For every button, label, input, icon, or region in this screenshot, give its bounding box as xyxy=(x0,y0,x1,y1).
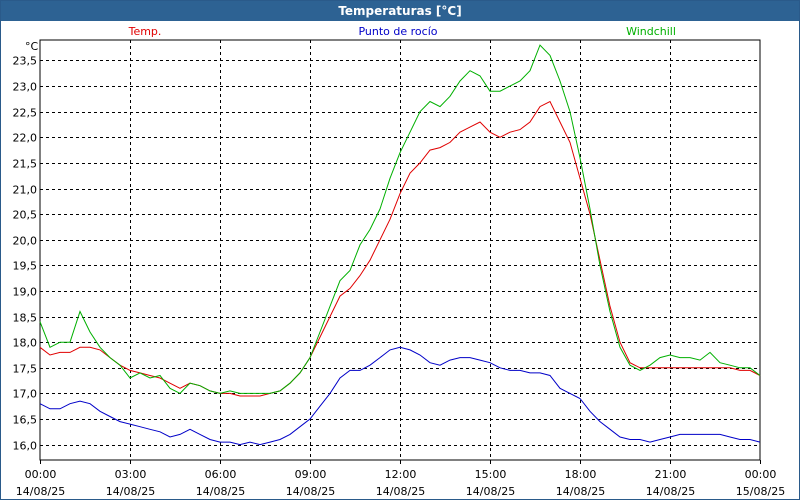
legend-entry-1: Temp. xyxy=(128,25,162,38)
x-tick-time: 06:00 xyxy=(205,468,237,481)
x-tick-time: 21:00 xyxy=(655,468,687,481)
x-tick-time: 12:00 xyxy=(385,468,417,481)
y-axis-label: °C xyxy=(25,40,39,53)
y-tick-label: 22,5 xyxy=(13,107,38,120)
x-tick-time: 03:00 xyxy=(115,468,147,481)
y-tick-label: 20,5 xyxy=(13,209,38,222)
series-line-3 xyxy=(39,44,761,395)
y-tick-label: 19,0 xyxy=(13,286,38,299)
x-tick-date: 14/08/25 xyxy=(16,485,65,498)
y-tick-label: 18,0 xyxy=(13,337,38,350)
x-tick-date: 14/08/25 xyxy=(106,485,155,498)
y-tick-label: 23,0 xyxy=(13,81,38,94)
x-tick-date: 14/08/25 xyxy=(646,485,695,498)
y-tick-label: 21,5 xyxy=(13,158,38,171)
y-tick-label: 17,0 xyxy=(13,388,38,401)
x-tick-date: 14/08/25 xyxy=(466,485,515,498)
y-tick-label: 16,0 xyxy=(13,440,38,453)
x-tick-date: 14/08/25 xyxy=(196,485,245,498)
x-tick-date: 14/08/25 xyxy=(286,485,335,498)
y-tick-label: 19,5 xyxy=(13,260,38,273)
y-tick-label: 23,5 xyxy=(13,55,38,68)
legend-entry-3: Windchill xyxy=(626,25,676,38)
x-tick-date: 14/08/25 xyxy=(556,485,605,498)
x-tick-date: 14/08/25 xyxy=(376,485,425,498)
legend-entry-2: Punto de rocío xyxy=(358,25,437,38)
y-tick-label: 22,0 xyxy=(13,132,38,145)
y-tick-label: 18,5 xyxy=(13,312,38,325)
x-tick-time: 00:00 xyxy=(25,468,57,481)
series-line-2 xyxy=(39,346,761,446)
x-tick-time: 00:00 xyxy=(745,468,777,481)
x-tick-time: 09:00 xyxy=(295,468,327,481)
x-tick-time: 15:00 xyxy=(475,468,507,481)
y-tick-label: 20,0 xyxy=(13,235,38,248)
y-tick-label: 17,5 xyxy=(13,363,38,376)
window-title: Temperaturas [°C] xyxy=(1,1,799,21)
x-tick-date: 15/08/25 xyxy=(736,485,785,498)
x-tick-time: 18:00 xyxy=(565,468,597,481)
y-tick-label: 16,5 xyxy=(13,414,38,427)
series-line-1 xyxy=(39,100,761,397)
y-tick-label: 21,0 xyxy=(13,184,38,197)
